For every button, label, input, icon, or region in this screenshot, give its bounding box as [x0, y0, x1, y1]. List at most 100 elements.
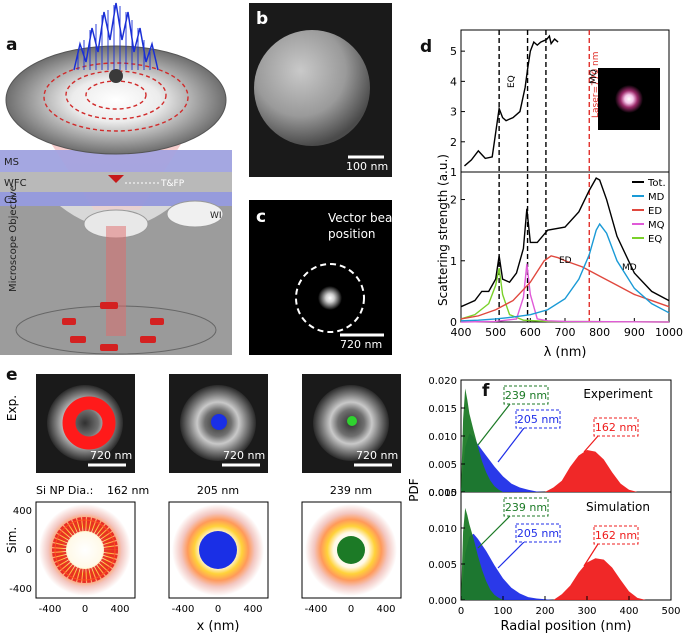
svg-text:205 nm: 205 nm	[517, 527, 559, 540]
mode-eq: EQ	[507, 75, 517, 88]
f-ytick-label: 0.020	[428, 376, 457, 387]
diam-162: 162 nm	[107, 484, 149, 497]
f-bottom-plot: 0.000 0.005 0.010 0.015 0 100 200 300 400 500	[428, 488, 680, 617]
d-top-ytick-label: 5	[450, 45, 457, 58]
f-ytick-label: 0.015	[428, 404, 457, 415]
d-top-plot: 1 2 3 4 5	[450, 30, 590, 322]
mode-mq: MQ	[589, 69, 599, 84]
d-series-ed	[460, 255, 670, 320]
diam-239: 239 nm	[330, 484, 372, 497]
scale-text-c: 720 nm	[340, 338, 382, 351]
diam-205: 205 nm	[197, 484, 239, 497]
d-series-md	[460, 222, 670, 322]
d-legend: Tot. MD ED MQ EQ	[632, 178, 666, 245]
sim-image-239	[301, 501, 402, 599]
scale-e2: 720 nm	[223, 449, 265, 462]
f-xtick-label: 400	[619, 606, 638, 617]
water-immersion	[166, 200, 224, 228]
d-series-mq	[460, 263, 670, 323]
xtick-3c: 400	[376, 604, 395, 615]
sem-particle	[254, 30, 370, 146]
d-bot-ytick-label: 2	[450, 194, 457, 207]
f-ytick-label: 0.010	[428, 524, 457, 535]
label-wfc: WFC	[4, 178, 27, 189]
label-tfp: T&FP	[160, 179, 185, 189]
d-bot-ytick-label: 0	[450, 316, 457, 329]
f-pointer	[477, 515, 511, 549]
xtick-3a: -400	[305, 604, 328, 615]
d-xtick-label: 800	[589, 326, 610, 339]
d-top-ytick-label: 2	[450, 136, 457, 149]
f-simulation: Simulation	[586, 500, 650, 514]
f-pointer	[497, 427, 525, 463]
d-xlabel: λ (nm)	[544, 345, 587, 360]
f-xtick-label: 300	[577, 606, 596, 617]
svg-text:162 nm: 162 nm	[595, 529, 637, 542]
panel-label-e: e	[6, 365, 18, 385]
diam-caption: Si NP Dia.:	[36, 484, 93, 497]
xtick-2c: 400	[243, 604, 262, 615]
top-disc	[5, 45, 227, 155]
ytick-0: 0	[26, 545, 32, 556]
f-ytick-label: 0.005	[428, 460, 457, 471]
label-cs: CS	[4, 195, 17, 206]
mode-ed: ED	[644, 73, 654, 86]
f-pointer	[583, 543, 599, 567]
xtick-2a: -400	[172, 604, 195, 615]
panel-label-c: c	[256, 207, 266, 227]
f-ytick-label: 0.000	[428, 596, 457, 607]
xtick-2b: 0	[215, 604, 221, 615]
f-ytick-label: 0.015	[428, 488, 457, 499]
f-area-239nm	[461, 507, 503, 600]
curve-label-md: MD	[622, 263, 637, 273]
histogram-bars	[77, 5, 151, 70]
xtick-3b: 0	[348, 604, 354, 615]
polarization-arrows	[62, 302, 164, 351]
f-xtick-label: 500	[661, 606, 680, 617]
f-top-labels: 239 nm 205 nm 162 nm	[503, 385, 639, 437]
f-xtick-label: 100	[493, 606, 512, 617]
legend-label: MD	[648, 192, 665, 203]
sim-image-205	[168, 501, 269, 599]
d-top-ytick-label: 1	[450, 166, 457, 179]
svg-text:239 nm: 239 nm	[505, 389, 547, 402]
panel-e: e Exp. Sim. 720 nm 720 nm 720 nm Si NP D…	[5, 365, 402, 634]
f-xtick-label: 0	[458, 606, 464, 617]
focal-point	[108, 175, 124, 183]
panel-label-b: b	[256, 9, 268, 29]
f-top-plot: 0.000 0.005 0.010 0.015 0.020	[428, 376, 638, 499]
svg-text:162 nm: 162 nm	[595, 421, 637, 434]
panel-label-f: f	[482, 381, 490, 401]
f-experiment: Experiment	[583, 387, 653, 401]
d-xtick-label: 600	[520, 326, 541, 339]
f-pointer	[477, 403, 511, 446]
f-ytick-label: 0.010	[428, 432, 457, 443]
panel-a: MS WFC CS T&FP WI Microscope Objective	[0, 2, 232, 355]
d-xtick-label: 900	[624, 326, 645, 339]
ytick-400: 400	[13, 506, 32, 517]
sim-image-162	[35, 501, 136, 599]
panel-label-d: d	[420, 37, 432, 57]
xtick-1b: 0	[82, 604, 88, 615]
legend-label: Tot.	[647, 178, 666, 189]
panel-d: d 1 2 3 4 5 400 500 600 700 800 900 1000 0 1 2 Scatte…	[420, 29, 683, 360]
label-wi: WI	[210, 211, 222, 221]
exp-image-205: 720 nm	[169, 374, 268, 473]
f-bottom-labels: 239 nm 205 nm 162 nm	[503, 497, 639, 545]
title-c-1: Vector beam	[328, 211, 404, 225]
panel-c: Vector beam position 720 nm c	[249, 200, 404, 355]
scale-e1: 720 nm	[90, 449, 132, 462]
nanoparticle	[109, 69, 123, 83]
legend-label: ED	[648, 206, 662, 217]
ytick-m400: -400	[9, 584, 32, 595]
svg-text:239 nm: 239 nm	[505, 501, 547, 514]
d-xtick-label: 1000	[655, 326, 683, 339]
internal-beam	[106, 226, 126, 336]
d-series-eq	[460, 267, 670, 323]
laser-spot	[615, 85, 643, 113]
row-label-exp: Exp.	[5, 395, 19, 421]
d-bot-ytick-label: 1	[450, 255, 457, 268]
d-series-tot	[460, 177, 670, 308]
beam-spot	[318, 286, 342, 310]
